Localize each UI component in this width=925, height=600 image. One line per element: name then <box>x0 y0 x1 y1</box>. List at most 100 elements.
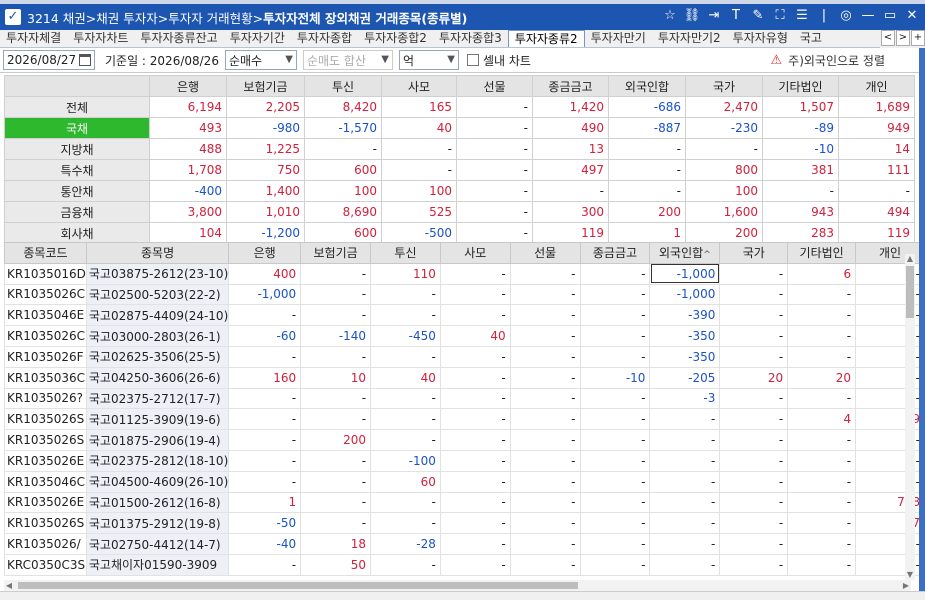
window-control-icon[interactable]: — <box>861 8 875 23</box>
summary-cell: - <box>456 117 533 139</box>
window-control-icon[interactable]: ▭ <box>883 8 897 23</box>
tab-item[interactable]: 투자자기간 <box>229 31 285 45</box>
scroll-down-icon[interactable]: ▼ <box>906 570 914 579</box>
checkbox-box[interactable] <box>466 54 479 66</box>
tab-item[interactable]: 투자자만기 <box>590 31 646 45</box>
summary-column-header[interactable]: 국가 <box>685 75 763 97</box>
table-row[interactable]: KR1035026S 국고01375-2912(19-8) -50- - - - - - - -7 <box>4 512 925 535</box>
summary-column-header[interactable]: 투신 <box>304 75 382 97</box>
window-control-icon[interactable]: T <box>732 8 740 23</box>
detail-column-header[interactable]: 은행 <box>228 242 302 264</box>
window-control-icon[interactable]: ✕ <box>906 8 918 23</box>
tab-item[interactable]: 투자자만기2 <box>657 31 721 45</box>
date-field[interactable]: 2026/08/27 <box>3 50 95 70</box>
summary-column-header[interactable]: 종금금고 <box>532 75 609 97</box>
table-row[interactable]: KRC0350C3S 국고채이자01590-3909-50- - - - - - - - <box>4 553 925 576</box>
summary-row[interactable]: 금융채 3,800 1,010 8,690 525-300 200 1,600 943 494 <box>4 201 915 223</box>
tab-item[interactable]: 투자자차트 <box>73 31 129 45</box>
summary-row-label[interactable]: 전체 <box>4 96 150 118</box>
table-row[interactable]: KR1035046C 국고04500-4609(26-10) - -60- - - - - - - <box>4 470 925 493</box>
summary-column-header[interactable]: 개인 <box>838 75 915 97</box>
detail-column-header[interactable]: 외국인합^ <box>649 242 721 264</box>
unit-select[interactable]: 억 ▼ <box>398 50 459 70</box>
tab-item[interactable]: 투자자종합2 <box>364 31 427 45</box>
table-row[interactable]: KR1035036C 국고04250-3606(26-6) 160 10 40- - -10… <box>4 366 925 389</box>
summary-row[interactable]: 전체 6,194 2,205 8,420 165-1,420 -686 2,470 1,507… <box>4 96 915 118</box>
table-row[interactable]: KR1035026S 국고01875-2906(19-4) -200- - - - - - - - <box>4 429 925 451</box>
summary-row-label[interactable]: 통안채 <box>4 180 150 202</box>
table-row[interactable]: KR1035026? 국고02375-2712(17-7) - - - - - - -3- - - <box>4 387 925 410</box>
table-row[interactable]: KR1035026C 국고03000-2803(26-1) -60 -140 -450 4… <box>4 325 925 347</box>
table-row[interactable]: KR1035026E 국고02375-2812(18-10) - - -100- - - - -… <box>4 449 925 472</box>
mode-select[interactable]: 순매수 ▼ <box>224 50 297 70</box>
window-control-icon[interactable]: ⇥ <box>708 8 720 23</box>
scroll-thumb[interactable] <box>18 582 578 589</box>
summary-column-header[interactable]: 은행 <box>149 75 227 97</box>
tab-item[interactable]: 투자자종류잔고 <box>140 31 218 45</box>
summary-row-label[interactable]: 특수채 <box>4 159 150 181</box>
table-row[interactable]: KR1035046E 국고02875-4409(24-10) - - - - - - -390-… <box>4 304 925 327</box>
tab-nav-icon[interactable]: < <box>881 30 895 46</box>
summary-column-header[interactable]: 선물 <box>456 75 533 97</box>
tab-item[interactable]: 투자자체결 <box>6 31 62 45</box>
vertical-scrollbar[interactable]: ▲ ▼ <box>905 254 915 580</box>
detail-column-header[interactable]: 보험기금 <box>300 242 372 264</box>
summary-row-label[interactable]: 금융채 <box>4 201 150 223</box>
summary-cell: 1,689 <box>838 96 915 118</box>
table-row[interactable]: KR1035026/국고02750-4412(14-7) -40 18 -28- - - -… <box>4 533 925 555</box>
detail-column-header[interactable]: 투신 <box>370 242 441 264</box>
tab-item[interactable]: 투자자유형 <box>732 31 788 45</box>
detail-column-header[interactable]: 종목코드 <box>4 242 87 264</box>
summary-row[interactable]: 통안채 -400 1,400 100 100- - -100- - <box>4 180 915 202</box>
detail-column-header[interactable]: 개인 <box>855 242 925 264</box>
summary-cell: 493 <box>149 117 227 139</box>
detail-column-header[interactable]: 종목명 <box>85 242 230 264</box>
table-row[interactable]: KR1035016D 국고03875-2612(23-10) 400-110- - - -… <box>4 262 925 285</box>
table-row[interactable]: KR1035026C 국고02500-5203(22-2) -1,000- - - - - -… <box>4 283 925 306</box>
scroll-up-icon[interactable]: ▲ <box>906 254 914 263</box>
detail-column-header[interactable]: 종금금고 <box>579 242 651 264</box>
summary-row-label[interactable]: 지방채 <box>4 138 150 160</box>
window-control-icon[interactable]: ◎ <box>840 8 852 23</box>
detail-column-header[interactable]: 사모 <box>439 242 511 264</box>
tab-item[interactable]: 국고 <box>799 31 822 45</box>
tab-item[interactable]: 투자자종합 <box>296 31 353 45</box>
window-control-icon[interactable]: | <box>821 8 827 23</box>
summary-row[interactable]: 특수채 1,708 750 600- -497-800 381 111 <box>4 159 915 181</box>
summary-row-label[interactable]: 회사채 <box>4 222 150 244</box>
chart-checkbox[interactable]: 셀내 차트 <box>466 52 531 69</box>
calendar-icon[interactable] <box>79 54 91 66</box>
summary-row[interactable]: 국채 493 -980 -1,570 40-490 -887 -230 -89 949 <box>4 117 915 139</box>
window-control-icon[interactable]: ☆ <box>664 8 676 23</box>
tab-item[interactable]: 투자자종합3 <box>438 31 502 45</box>
scroll-thumb[interactable] <box>906 266 914 318</box>
window-control-icon[interactable]: ✎ <box>752 8 764 23</box>
summary-row[interactable]: 지방채 488 1,225- - -13- - -10 14 <box>4 138 915 160</box>
summary-column-header[interactable]: 사모 <box>381 75 457 97</box>
detail-column-header[interactable]: 선물 <box>509 242 581 264</box>
detail-column-header[interactable]: 국가 <box>719 242 789 264</box>
summary-cell: 119 <box>838 222 915 244</box>
tab-item[interactable]: 투자자종류2 <box>507 30 585 47</box>
summary-row[interactable]: 회사채 104 -1,200 600 -500-119 1 200 283 119 <box>4 222 915 244</box>
detail-column-header[interactable]: 기타법인 <box>787 242 857 264</box>
summary-column-header[interactable]: 보험기금 <box>226 75 305 97</box>
summary-column-header[interactable]: 기타법인 <box>762 75 839 97</box>
window-control-icon[interactable]: ⛓ <box>683 8 701 23</box>
tab-nav-icon[interactable]: > <box>896 30 910 46</box>
window-control-icon[interactable]: ☰ <box>796 8 808 23</box>
checkbox-icon[interactable]: ✓ <box>5 9 21 25</box>
scroll-left-icon[interactable]: ◀ <box>5 581 13 590</box>
table-row[interactable]: KR1035026F 국고02625-3506(25-5) - - - - - - -350- -… <box>4 345 925 368</box>
detail-column-label: 종금금고 <box>592 246 638 261</box>
summary-row-label[interactable]: 국채 <box>4 117 150 139</box>
horizontal-scrollbar[interactable]: ◀ ▶ <box>4 580 911 591</box>
detail-column-label: 종목명 <box>141 246 175 261</box>
tab-nav-icon[interactable]: + <box>911 30 925 46</box>
window-control-icon[interactable]: ⛶ <box>775 8 785 23</box>
scroll-right-icon[interactable]: ▶ <box>902 581 910 590</box>
summary-column-header[interactable]: 외국인합 <box>608 75 686 97</box>
table-row[interactable]: KR1035026S 국고01125-3909(19-6) - - - - - - - -4 9 <box>4 408 925 431</box>
detail-cell: - <box>370 345 441 368</box>
